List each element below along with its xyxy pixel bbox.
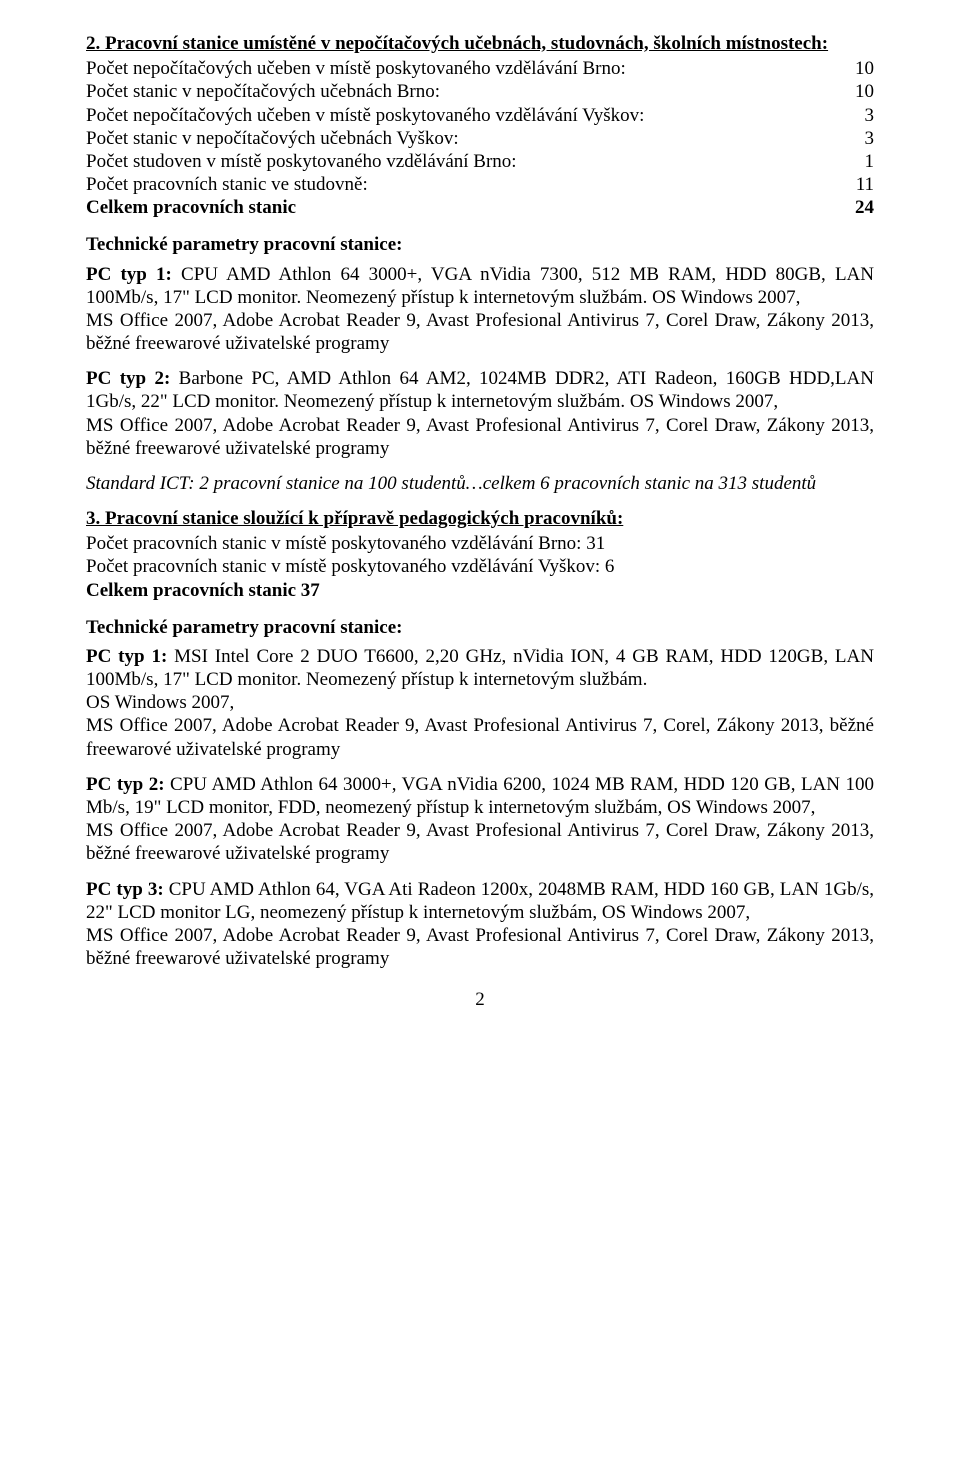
stat-label: Počet nepočítačových učeben v místě posk…: [86, 57, 847, 80]
stat-value: 3: [857, 104, 875, 127]
pc-spec-text: CPU AMD Athlon 64 3000+, VGA nVidia 7300…: [86, 264, 874, 308]
section-2-heading: 2. Pracovní stanice umístěné v nepočítač…: [86, 32, 874, 55]
pc-spec-3: PC typ 3: CPU AMD Athlon 64, VGA Ati Rad…: [86, 878, 874, 971]
pc-spec-text: CPU AMD Athlon 64, VGA Ati Radeon 1200x,…: [86, 879, 874, 923]
stat-row: Počet stanic v nepočítačových učebnách B…: [86, 80, 874, 103]
pc-spec-lead: PC typ 3:: [86, 879, 169, 900]
pc-spec-lead: PC typ 1:: [86, 646, 174, 667]
tech-params-heading: Technické parametry pracovní stanice:: [86, 233, 874, 256]
stat-value: 10: [847, 80, 874, 103]
stat-label: Počet pracovních stanic ve studovně:: [86, 173, 848, 196]
stat-row: Počet studoven v místě poskytovaného vzd…: [86, 150, 874, 173]
pc-spec-text-2: OS Windows 2007,: [86, 692, 234, 713]
section-3-heading: 3. Pracovní stanice sloužící k přípravě …: [86, 507, 874, 530]
pc-spec-1: PC typ 1: MSI Intel Core 2 DUO T6600, 2,…: [86, 645, 874, 761]
document-page: 2. Pracovní stanice umístěné v nepočítač…: [0, 0, 960, 1051]
stat-label: Počet nepočítačových učeben v místě posk…: [86, 104, 857, 127]
stat-row: Počet pracovních stanic v místě poskytov…: [86, 532, 874, 555]
stat-label: Počet stanic v nepočítačových učebnách B…: [86, 80, 847, 103]
page-number: 2: [86, 988, 874, 1011]
stat-value: 11: [848, 173, 874, 196]
stat-label: Počet stanic v nepočítačových učebnách V…: [86, 127, 857, 150]
pc-spec-text-2: MS Office 2007, Adobe Acrobat Reader 9, …: [86, 925, 874, 969]
pc-spec-lead: PC typ 2:: [86, 774, 170, 795]
stat-row: Počet pracovních stanic ve studovně: 11: [86, 173, 874, 196]
stat-total-value: 24: [847, 196, 874, 219]
standard-ict-text: Standard ICT: 2 pracovní stanice na 100 …: [86, 473, 816, 494]
stat-value: 3: [857, 127, 875, 150]
stat-row: Počet nepočítačových učeben v místě posk…: [86, 104, 874, 127]
tech-params-heading: Technické parametry pracovní stanice:: [86, 616, 874, 639]
stat-row: Počet pracovních stanic v místě poskytov…: [86, 555, 874, 578]
stat-value: 1: [857, 150, 875, 173]
standard-ict-note: Standard ICT: 2 pracovní stanice na 100 …: [86, 472, 874, 495]
stat-total-label: Celkem pracovních stanic: [86, 196, 847, 219]
stat-row: Počet stanic v nepočítačových učebnách V…: [86, 127, 874, 150]
pc-spec-lead: PC typ 2:: [86, 368, 179, 389]
stat-total-row: Celkem pracovních stanic 24: [86, 196, 874, 219]
stat-label: Počet studoven v místě poskytovaného vzd…: [86, 150, 857, 173]
stat-row: Počet nepočítačových učeben v místě posk…: [86, 57, 874, 80]
stat-total-row: Celkem pracovních stanic 37: [86, 579, 874, 602]
pc-spec-lead: PC typ 1:: [86, 264, 181, 285]
pc-spec-text-2: MS Office 2007, Adobe Acrobat Reader 9, …: [86, 310, 874, 354]
pc-spec-text-3: MS Office 2007, Adobe Acrobat Reader 9, …: [86, 715, 874, 759]
pc-spec-text-2: MS Office 2007, Adobe Acrobat Reader 9, …: [86, 820, 874, 864]
pc-spec-2: PC typ 2: Barbone PC, AMD Athlon 64 AM2,…: [86, 367, 874, 460]
pc-spec-1: PC typ 1: CPU AMD Athlon 64 3000+, VGA n…: [86, 263, 874, 356]
pc-spec-2: PC typ 2: CPU AMD Athlon 64 3000+, VGA n…: [86, 773, 874, 866]
pc-spec-text: CPU AMD Athlon 64 3000+, VGA nVidia 6200…: [86, 774, 874, 818]
pc-spec-text: MSI Intel Core 2 DUO T6600, 2,20 GHz, nV…: [86, 646, 874, 690]
pc-spec-text-2: MS Office 2007, Adobe Acrobat Reader 9, …: [86, 415, 874, 459]
stat-value: 10: [847, 57, 874, 80]
pc-spec-text: Barbone PC, AMD Athlon 64 AM2, 1024MB DD…: [86, 368, 874, 412]
